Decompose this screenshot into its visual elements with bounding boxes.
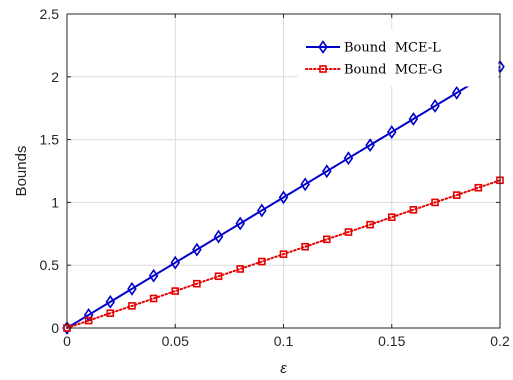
x-tick-label: 0.1 [274,333,294,349]
data-point [278,190,289,205]
y-tick-label: 1 [51,194,59,210]
data-point [105,294,116,309]
x-tick-label: 0.05 [162,333,189,349]
x-tick-label: 0.2 [490,333,510,349]
data-point [301,242,309,251]
x-axis: 0 0.05 0.1 0.15 0.2 [63,14,510,349]
legend-entry-1: Bound MCE-L [306,40,441,56]
y-tick-label: 0 [51,320,59,336]
legend-label: Bound MCE-L [344,41,441,56]
data-point [387,213,396,222]
y-tick-label: 2.5 [40,6,60,22]
data-point [344,228,353,236]
data-point [149,294,158,303]
data-point [214,272,223,281]
data-point [257,203,267,218]
legend-entry-2: Bound MCE-G [305,63,442,78]
x-axis-label: ε [280,360,287,377]
data-point [148,268,159,283]
data-point [474,183,483,192]
data-point [127,281,137,296]
legend: Bound MCE-L Bound MCE-G [297,29,499,87]
data-point [193,279,201,288]
data-point [128,302,136,310]
data-point [431,198,439,207]
y-tick-label: 1.5 [40,132,60,148]
data-point [430,99,440,113]
data-point [409,206,418,214]
legend-marker [319,65,327,73]
legend-label: Bound MCE-G [344,63,442,78]
data-point [236,265,244,273]
data-point [213,229,224,244]
y-tick-label: 2 [51,69,59,85]
data-point [343,151,354,166]
series-line [66,65,501,329]
data-point [300,177,310,192]
x-tick-label: 0.15 [378,333,405,349]
data-point [451,85,462,100]
data-point [365,138,375,153]
data-point [235,216,245,231]
data-point [192,242,202,257]
data-point [322,235,331,244]
data-point [386,125,397,139]
y-axis: 0 0.5 1 1.5 2 2.5 [40,6,500,336]
legend-marker [318,40,328,54]
series-1 [62,59,505,335]
data-point [322,164,332,179]
legend-box [297,29,499,87]
data-point [279,250,288,258]
data-point [171,287,180,295]
y-tick-label: 0.5 [40,257,60,273]
data-point [366,220,374,229]
data-point [106,309,115,317]
data-point [258,257,266,266]
data-point [452,191,461,199]
data-point [170,255,181,270]
y-axis-label: Bounds [13,146,30,197]
data-point [408,112,419,126]
data-point [83,308,94,322]
x-tick-label: 0 [63,333,71,349]
data-point [84,316,93,325]
series-line [66,179,501,329]
